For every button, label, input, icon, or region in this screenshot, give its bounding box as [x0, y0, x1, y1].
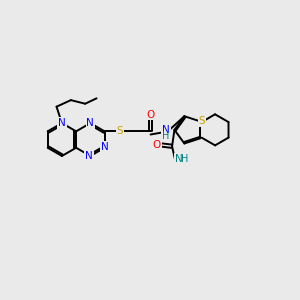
Text: N: N: [101, 142, 109, 152]
Text: N: N: [162, 125, 170, 135]
Text: S: S: [199, 116, 206, 126]
Text: H: H: [181, 154, 189, 164]
Text: S: S: [117, 126, 123, 136]
Text: O: O: [146, 110, 155, 120]
Text: N: N: [58, 118, 66, 128]
Text: N: N: [86, 118, 94, 128]
Text: H: H: [162, 130, 170, 140]
Text: N: N: [85, 151, 93, 161]
Text: O: O: [153, 140, 161, 150]
Text: N: N: [175, 154, 182, 164]
